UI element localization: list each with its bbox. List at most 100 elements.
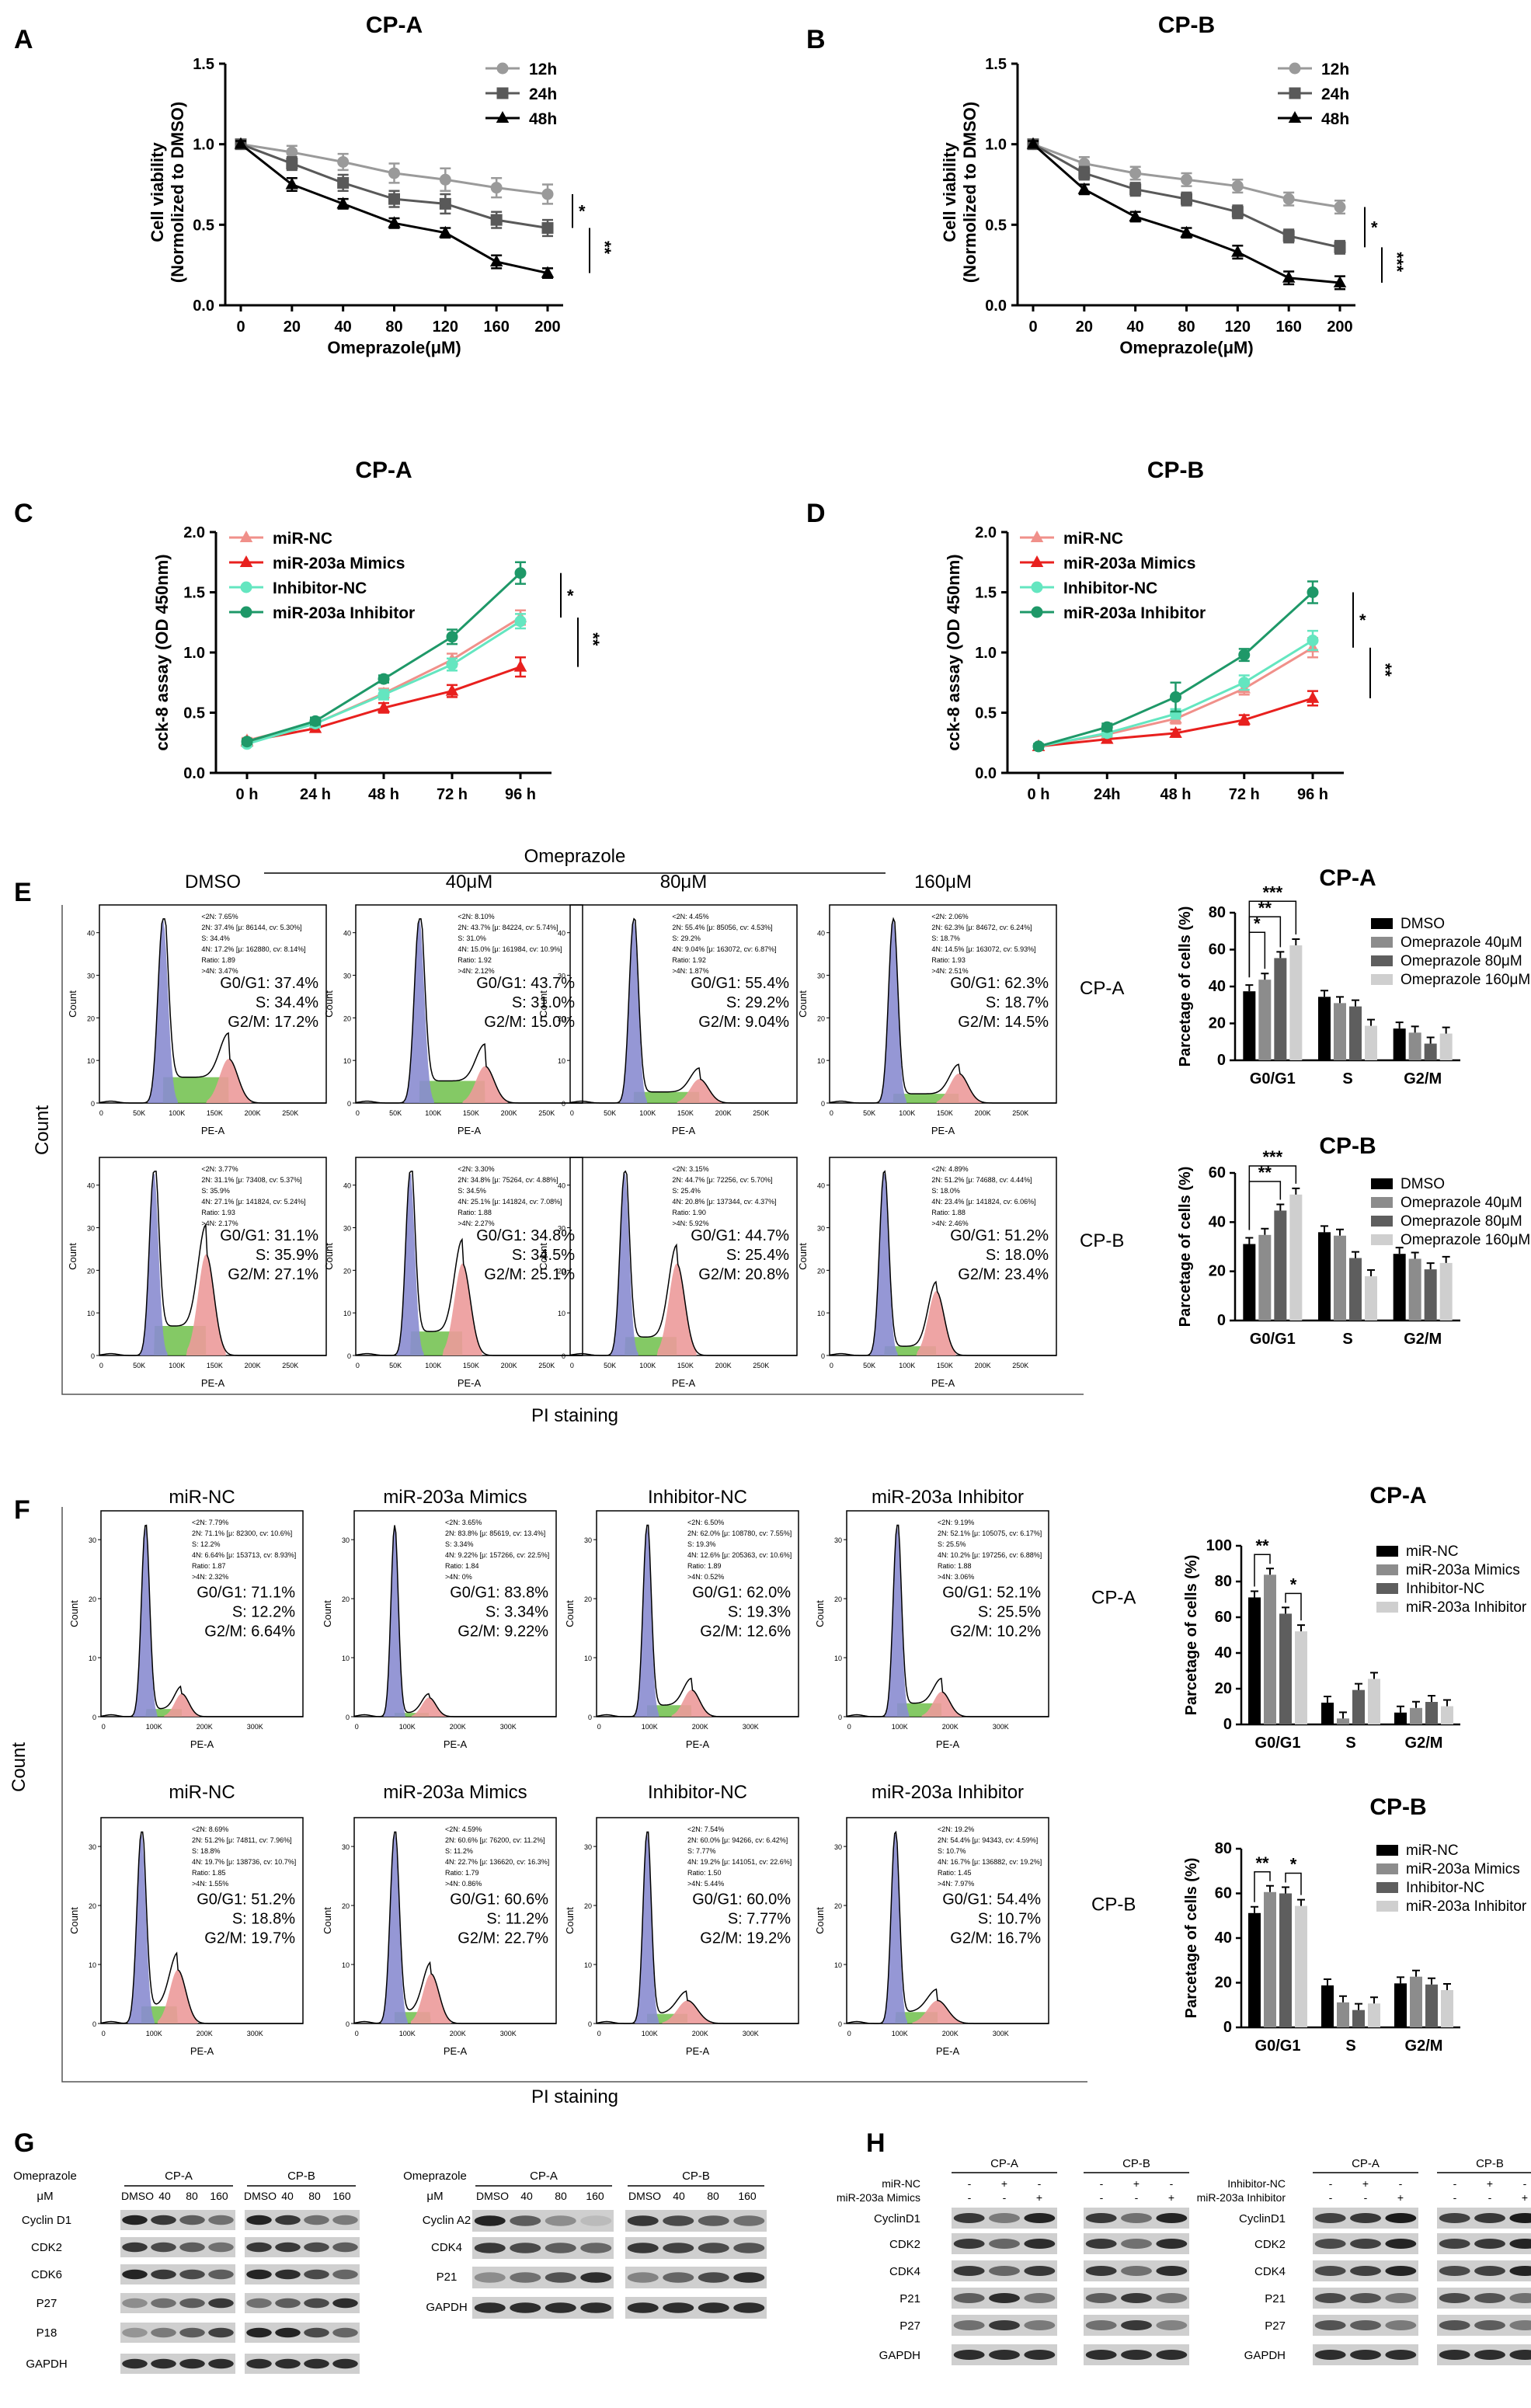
legend-swatch — [1371, 1216, 1393, 1227]
treatment-label: Omeprazole — [13, 2170, 77, 2183]
data-point — [388, 193, 400, 205]
error-bar — [1276, 951, 1285, 959]
x-tick-label: 300K — [247, 1723, 263, 1731]
error-bar — [1442, 1026, 1450, 1034]
bar — [1334, 1003, 1346, 1060]
protein-band — [151, 2327, 176, 2338]
y-axis-label: Count — [67, 1243, 78, 1270]
x-tick-label: 200K — [692, 1723, 708, 1731]
gate-stat: <2N: 9.19% — [938, 1519, 974, 1526]
protein-band — [698, 2302, 729, 2313]
column-label: miR-203a Inhibitor — [872, 1487, 1024, 1508]
sign-label: - — [1170, 2177, 1174, 2190]
x-tick-label: 250K — [753, 1362, 769, 1369]
chart-title: CP-A — [366, 12, 423, 38]
legend-label: miR-203a Inhibitor — [1406, 1599, 1527, 1616]
data-point — [446, 659, 458, 670]
x-tick-label: 200K — [501, 1362, 517, 1369]
g1-peak-fill — [879, 919, 907, 1103]
bar — [1321, 1702, 1334, 1724]
x-tick-label: 100K — [642, 2030, 658, 2037]
data-point — [1306, 691, 1320, 703]
bar — [1365, 1276, 1377, 1321]
y-tick-label: 40 — [558, 1182, 565, 1190]
protein-band — [1350, 2320, 1381, 2330]
bar — [1394, 1712, 1407, 1724]
protein-band — [733, 2272, 765, 2283]
data-point — [490, 182, 503, 194]
data-point — [1101, 721, 1113, 733]
bar — [1393, 1028, 1406, 1060]
y-tick-label: 2.0 — [975, 524, 997, 541]
gate-stat: 4N: 6.64% [μ: 153713, cv: 8.93%] — [192, 1551, 296, 1559]
data-point — [1238, 649, 1251, 661]
histogram-curve — [569, 917, 797, 1104]
cell-cycle-stat: G2/M: 20.8% — [698, 1266, 789, 1283]
protein-band — [275, 2298, 301, 2309]
bar — [1368, 1679, 1380, 1724]
lane-label: DMSO — [628, 2190, 661, 2202]
x-axis-label: PE-A — [936, 2045, 960, 2057]
x-tick-label: 50K — [863, 1362, 875, 1369]
gate-stat: S: 31.0% — [458, 934, 486, 942]
row-label: CP-A — [1080, 978, 1124, 999]
protein-band — [1156, 2239, 1188, 2249]
sign-label: - — [1003, 2191, 1007, 2204]
legend-marker — [496, 87, 509, 99]
gate-stat: S: 18.0% — [931, 1187, 960, 1195]
y-tick-label: 20 — [343, 1267, 351, 1275]
protein-band — [1509, 2266, 1531, 2276]
x-tick-label: 0 — [99, 1109, 103, 1117]
protein-band — [1024, 2350, 1056, 2360]
protein-band — [1314, 2350, 1346, 2360]
protein-band — [208, 2269, 234, 2280]
protein-label: P18 — [37, 2326, 57, 2340]
data-point — [1282, 230, 1295, 242]
x-tick-label: 300K — [247, 2030, 263, 2037]
y-tick-label: 30 — [87, 1225, 95, 1233]
gate-stat: Ratio: 1.88 — [931, 1209, 966, 1216]
cell-cycle-stat: G0/G1: 60.0% — [692, 1891, 791, 1908]
gate-stat: 4N: 14.5% [μ: 163072, cv: 5.93%] — [931, 945, 1035, 953]
cell-cycle-stat: S: 19.3% — [728, 1603, 791, 1620]
g1-peak-fill — [383, 1525, 406, 1717]
cell-cycle-stat: S: 7.77% — [728, 1910, 791, 1927]
gate-stat: 2N: 52.1% [μ: 105075, cv: 6.17%] — [938, 1529, 1042, 1537]
g1-peak-fill — [882, 1833, 907, 2023]
error-bar — [1411, 1251, 1419, 1259]
error-bar — [1245, 984, 1254, 992]
legend-swatch — [1376, 1882, 1398, 1893]
protein-band — [122, 2327, 148, 2338]
cell-cycle-stat: G0/G1: 37.4% — [220, 975, 318, 992]
protein-band — [179, 2327, 205, 2338]
x-tick-label: 250K — [753, 1109, 769, 1117]
protein-band — [179, 2298, 205, 2309]
gate-stat: >4N: 2.12% — [458, 967, 494, 975]
gate-stat: >4N: 1.87% — [672, 967, 708, 975]
y-tick-label: 10 — [89, 1655, 96, 1662]
legend-marker — [1031, 606, 1043, 618]
y-axis-label: Count — [564, 1907, 576, 1934]
x-tick-label: 100K — [892, 2030, 908, 2037]
y-tick-label: 20 — [817, 1267, 825, 1275]
legend-swatch — [1376, 1564, 1398, 1575]
protein-band — [246, 2242, 272, 2253]
y-tick-label: 20 — [1215, 1680, 1232, 1697]
legend-label: miR-203a Mimics — [273, 555, 405, 572]
error-bar — [1352, 999, 1359, 1007]
sig-label: *** — [1262, 882, 1282, 902]
data-point — [445, 684, 459, 696]
x-tick-label: 0 — [236, 318, 245, 336]
y-tick-label: 0 — [838, 1714, 842, 1721]
cell-cycle-stat: G2/M: 19.2% — [700, 1930, 791, 1947]
row-label: CP-B — [1091, 1894, 1136, 1915]
gate-stat: 4N: 15.0% [μ: 161984, cv: 10.9%] — [458, 945, 562, 953]
y-axis-label: Count — [68, 1600, 80, 1627]
x-tick-label: 24 h — [300, 786, 331, 803]
cell-cycle-stat: G2/M: 17.2% — [228, 1014, 318, 1031]
error-bar — [1324, 1695, 1331, 1703]
x-tick-label: 300K — [500, 2030, 517, 2037]
bar — [1408, 1032, 1421, 1060]
unit-label: μM — [426, 2190, 443, 2203]
protein-band — [1314, 2320, 1346, 2330]
